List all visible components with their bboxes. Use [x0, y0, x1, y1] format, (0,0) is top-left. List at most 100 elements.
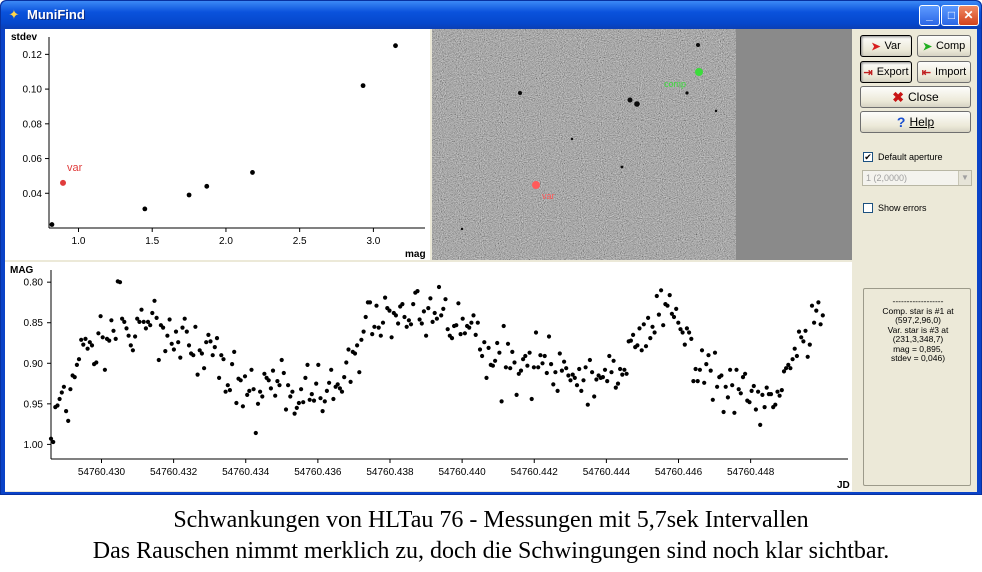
lc-point[interactable]: [712, 350, 718, 355]
lc-point[interactable]: [117, 280, 123, 285]
lc-point[interactable]: [635, 343, 640, 348]
lc-point[interactable]: [536, 365, 541, 370]
star-point[interactable]: [142, 206, 148, 212]
lc-point[interactable]: [260, 394, 265, 399]
lc-point[interactable]: [510, 349, 515, 354]
lc-point[interactable]: [167, 317, 172, 322]
lc-point[interactable]: [779, 388, 784, 393]
lc-point[interactable]: [57, 396, 62, 402]
minimize-button[interactable]: _: [919, 5, 940, 26]
lc-point[interactable]: [486, 345, 491, 350]
lc-point[interactable]: [299, 387, 304, 392]
lc-point[interactable]: [818, 322, 823, 327]
lc-point[interactable]: [764, 385, 769, 390]
lc-point[interactable]: [631, 332, 636, 337]
lc-point[interactable]: [792, 346, 797, 351]
lc-point[interactable]: [342, 375, 347, 380]
lc-point[interactable]: [72, 375, 77, 380]
light-curve-chart[interactable]: MAG JD 54760.430 54760.432 54760.434 54760.…: [5, 262, 852, 491]
lc-point[interactable]: [768, 392, 774, 397]
lc-point[interactable]: [490, 363, 495, 368]
lc-point[interactable]: [128, 343, 133, 348]
lc-point[interactable]: [667, 293, 672, 298]
lc-point[interactable]: [96, 331, 101, 336]
lc-point[interactable]: [176, 340, 181, 345]
lc-point[interactable]: [449, 336, 455, 341]
lc-point[interactable]: [749, 388, 754, 393]
lc-point[interactable]: [279, 357, 284, 363]
lc-point[interactable]: [615, 381, 621, 386]
lc-point[interactable]: [122, 319, 127, 324]
lc-point[interactable]: [676, 320, 681, 325]
ccd-image-panel[interactable]: comp var: [432, 29, 852, 260]
lc-point[interactable]: [225, 383, 230, 388]
lc-point[interactable]: [296, 400, 301, 406]
lc-point[interactable]: [542, 353, 547, 359]
lc-point[interactable]: [458, 332, 463, 337]
lc-point[interactable]: [570, 372, 575, 377]
lc-point[interactable]: [419, 321, 424, 326]
lc-point[interactable]: [678, 327, 683, 332]
lc-point[interactable]: [484, 375, 489, 380]
lc-point[interactable]: [499, 399, 504, 404]
lc-point[interactable]: [747, 400, 752, 405]
default-aperture-checkbox[interactable]: ✔: [863, 152, 873, 162]
lc-point[interactable]: [258, 389, 263, 394]
lc-point[interactable]: [467, 325, 472, 330]
star-point[interactable]: [49, 222, 55, 227]
lc-point[interactable]: [262, 371, 267, 376]
lc-point[interactable]: [646, 315, 651, 320]
lc-point[interactable]: [232, 349, 237, 354]
lc-point[interactable]: [76, 357, 82, 362]
lc-point[interactable]: [439, 313, 444, 318]
lc-point[interactable]: [378, 333, 383, 338]
lc-point[interactable]: [255, 401, 261, 406]
lc-point[interactable]: [562, 359, 567, 364]
lc-point[interactable]: [240, 404, 245, 409]
lc-point[interactable]: [814, 308, 819, 313]
lc-point[interactable]: [372, 324, 377, 329]
lc-point[interactable]: [736, 387, 741, 392]
lc-point[interactable]: [687, 330, 692, 335]
lc-point[interactable]: [594, 377, 599, 382]
lc-point[interactable]: [501, 323, 506, 329]
lc-point[interactable]: [87, 340, 92, 345]
lc-point[interactable]: [303, 375, 308, 380]
lc-point[interactable]: [396, 321, 401, 326]
lc-point[interactable]: [812, 320, 817, 325]
lc-point[interactable]: [671, 314, 677, 320]
lc-point[interactable]: [61, 384, 66, 389]
lc-point[interactable]: [587, 357, 593, 363]
lc-point[interactable]: [781, 369, 787, 374]
lc-point[interactable]: [695, 379, 700, 384]
lc-point[interactable]: [624, 371, 629, 376]
lc-point[interactable]: [613, 385, 618, 390]
lc-point[interactable]: [462, 331, 467, 336]
lc-point[interactable]: [355, 343, 360, 348]
lc-point[interactable]: [533, 330, 539, 335]
lc-point[interactable]: [249, 367, 254, 372]
lc-point[interactable]: [654, 293, 659, 299]
comp-button[interactable]: ➤ Comp: [917, 35, 971, 57]
lc-point[interactable]: [643, 344, 649, 349]
lc-point[interactable]: [227, 388, 232, 393]
lc-point[interactable]: [602, 367, 608, 372]
lc-point[interactable]: [145, 319, 151, 324]
mag-stdev-chart[interactable]: stdev mag 1.0 1.5 2.0 2.5 3.0 0.04 0.06 0.08 0.1…: [5, 29, 430, 260]
lc-point[interactable]: [719, 373, 724, 378]
lc-point[interactable]: [316, 362, 321, 367]
lc-point[interactable]: [247, 388, 252, 393]
close-window-button[interactable]: ✕: [958, 5, 979, 26]
lc-point[interactable]: [816, 300, 821, 305]
var-star-marker[interactable]: [532, 181, 540, 189]
lc-point[interactable]: [406, 318, 411, 323]
lc-point[interactable]: [283, 407, 289, 412]
lc-point[interactable]: [383, 295, 388, 300]
import-button[interactable]: ⇤ Import: [917, 61, 971, 83]
lc-point[interactable]: [339, 389, 345, 394]
lc-point[interactable]: [404, 324, 409, 329]
lc-point[interactable]: [564, 366, 569, 371]
lc-point[interactable]: [669, 311, 675, 316]
var-star-point[interactable]: [60, 179, 67, 186]
lc-point[interactable]: [335, 382, 340, 387]
